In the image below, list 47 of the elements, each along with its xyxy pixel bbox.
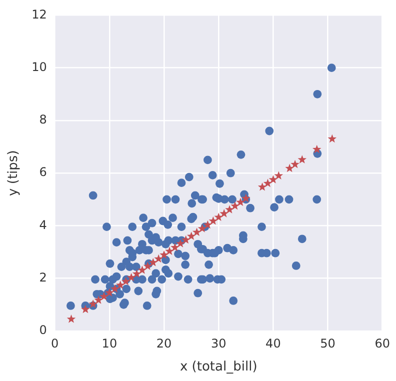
y-tick-label: 10 (32, 60, 47, 74)
point (165, 246, 174, 255)
point (203, 220, 212, 229)
point (236, 198, 245, 206)
point (66, 314, 76, 323)
point (214, 212, 223, 222)
point (154, 254, 163, 263)
y-tick-label: 6 (39, 165, 47, 180)
point (225, 205, 234, 214)
x-axis-title: x (total_bill) (180, 360, 258, 375)
x-tick-label: 30 (210, 336, 226, 350)
x-tick-label: 20 (156, 336, 172, 350)
point (290, 160, 300, 168)
point (268, 175, 278, 184)
point (220, 209, 228, 218)
point (94, 296, 103, 304)
point (160, 250, 168, 259)
x-tick-label: 0 (51, 336, 59, 350)
point (298, 155, 307, 164)
point (81, 304, 90, 314)
x-tick-label: 40 (266, 336, 281, 350)
y-tick-label: 12 (32, 7, 47, 22)
point (230, 201, 240, 210)
point (116, 280, 125, 289)
point (176, 239, 185, 248)
point (192, 228, 202, 236)
point (186, 232, 196, 240)
y-tick-label: 2 (39, 270, 47, 284)
point (100, 292, 108, 300)
y-tick-label: 4 (39, 218, 47, 232)
point (170, 242, 180, 252)
point (208, 216, 218, 225)
point (328, 134, 337, 143)
x-tick-label: 60 (374, 336, 390, 350)
y-tick-label: 0 (39, 323, 47, 338)
point (274, 171, 284, 180)
point (132, 269, 142, 278)
point (143, 262, 152, 270)
y-tick-label: 8 (39, 112, 47, 127)
point (263, 178, 272, 188)
point (138, 266, 147, 274)
point (285, 164, 294, 172)
x-tick-label: 10 (102, 336, 118, 350)
y-axis-title: y (tips) (6, 150, 22, 196)
point (148, 258, 158, 266)
point (312, 144, 322, 154)
x-tick-label: 50 (320, 336, 336, 350)
